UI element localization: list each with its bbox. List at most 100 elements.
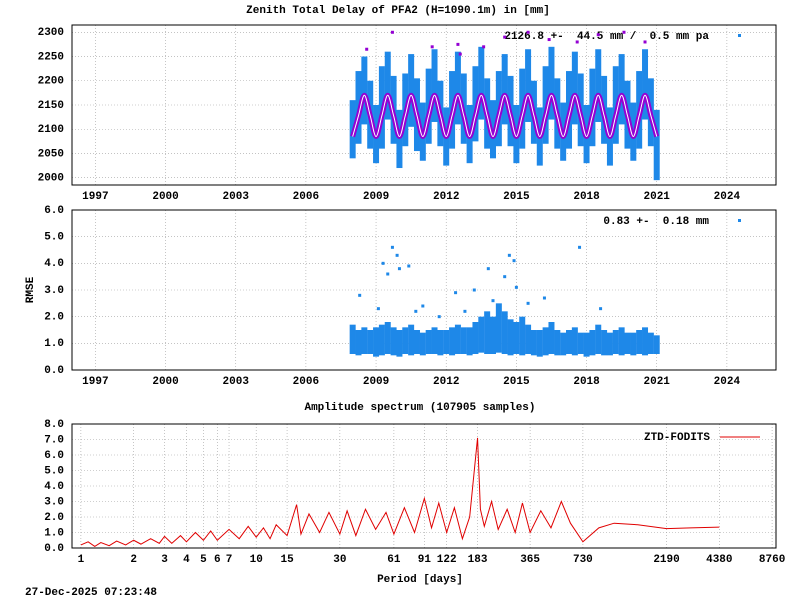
x-tick-label: 2021 (644, 376, 671, 388)
range-bar (571, 51, 578, 125)
range-bar (647, 332, 654, 354)
range-bar (642, 49, 649, 120)
y-tick-label: 3.0 (44, 496, 64, 508)
range-bar (408, 324, 415, 356)
point (542, 296, 546, 300)
point (578, 245, 582, 249)
point (526, 30, 530, 34)
point (503, 35, 507, 39)
range-bar (413, 330, 420, 354)
range-bar (472, 322, 479, 354)
x-tick-label: 6 (214, 554, 221, 566)
y-tick-label: 6.0 (44, 205, 64, 217)
point (430, 45, 434, 49)
y-tick-label: 0.0 (44, 365, 64, 377)
marker-key (738, 219, 741, 222)
range-bar (408, 54, 415, 127)
point (596, 33, 600, 37)
y-tick-label: 2100 (38, 124, 64, 136)
model-curve-core (352, 94, 658, 138)
range-bar (525, 49, 532, 122)
point (407, 264, 411, 268)
point (390, 245, 394, 249)
y-tick-label: 6.0 (44, 450, 64, 462)
range-bar (618, 327, 625, 356)
x-tick-label: 30 (333, 554, 346, 566)
range-bar (454, 324, 461, 354)
range-bar (519, 316, 526, 356)
point (386, 272, 390, 276)
point (365, 47, 369, 51)
range-bar (437, 330, 444, 356)
range-bar (583, 332, 590, 357)
point (454, 291, 458, 295)
point (395, 253, 399, 257)
point (482, 45, 486, 49)
x-tick-label: 2190 (653, 554, 679, 566)
x-tick-label: 1997 (82, 376, 108, 388)
legend-label: ZTD-FODITS (644, 432, 710, 444)
x-tick-label: 15 (280, 554, 294, 566)
x-tick-label: 2006 (293, 376, 319, 388)
range-bar (373, 327, 380, 357)
annotation: 2126.8 +- 44.5 mm / 0.5 mm pa (504, 31, 709, 43)
point (643, 40, 647, 44)
y-tick-label: 5.0 (44, 465, 64, 477)
range-bar (507, 319, 514, 356)
point (390, 30, 394, 34)
range-bar (525, 324, 532, 354)
range-bar (624, 332, 631, 354)
range-bar (367, 330, 374, 354)
x-tick-label: 7 (226, 554, 233, 566)
x-tick-label: 2003 (223, 191, 250, 203)
y-tick-label: 2.0 (44, 312, 64, 324)
range-bar (443, 330, 450, 354)
x-tick-label: 183 (468, 554, 488, 566)
range-bar (548, 46, 555, 120)
x-tick-label: 5 (200, 554, 207, 566)
x-tick-label: 2021 (644, 191, 671, 203)
chart-title: Zenith Total Delay of PFA2 (H=1090.1m) i… (246, 5, 550, 17)
range-bar (454, 51, 461, 125)
y-tick-label: 2.0 (44, 512, 64, 524)
range-bar (361, 56, 368, 125)
point (512, 259, 516, 263)
range-bar (554, 330, 561, 356)
range-bar (589, 330, 596, 356)
y-tick-label: 2050 (38, 148, 64, 160)
range-bar (489, 100, 496, 159)
timestamp: 27-Dec-2025 07:23:48 (25, 587, 157, 599)
range-bar (536, 330, 543, 357)
x-tick-label: 2018 (573, 376, 600, 388)
x-tick-label: 2024 (714, 191, 741, 203)
x-tick-label: 2000 (152, 376, 178, 388)
point (458, 52, 462, 56)
x-tick-label: 2000 (152, 191, 178, 203)
point (575, 40, 579, 44)
x-tick-label: 2009 (363, 376, 389, 388)
point (414, 309, 418, 313)
x-tick-label: 2006 (293, 191, 319, 203)
y-tick-label: 2150 (38, 100, 64, 112)
range-bar (595, 324, 602, 354)
point (503, 275, 507, 279)
range-bar (601, 330, 608, 356)
range-bar (419, 332, 426, 356)
y-axis-label: RMSE (25, 276, 37, 303)
range-bar (390, 327, 397, 356)
range-bar (478, 46, 485, 120)
range-bar (431, 327, 438, 354)
range-bar (396, 330, 403, 357)
y-tick-label: 8.0 (44, 419, 64, 431)
point (437, 315, 441, 319)
point (397, 267, 401, 271)
y-tick-label: 1.0 (44, 527, 64, 539)
range-bar (630, 332, 637, 356)
range-bar (484, 311, 491, 354)
x-tick-label: 2009 (363, 191, 389, 203)
annotation: 0.83 +- 0.18 mm (603, 216, 709, 228)
x-tick-label: 61 (387, 554, 401, 566)
range-bar (595, 49, 602, 122)
range-bar (402, 327, 409, 354)
